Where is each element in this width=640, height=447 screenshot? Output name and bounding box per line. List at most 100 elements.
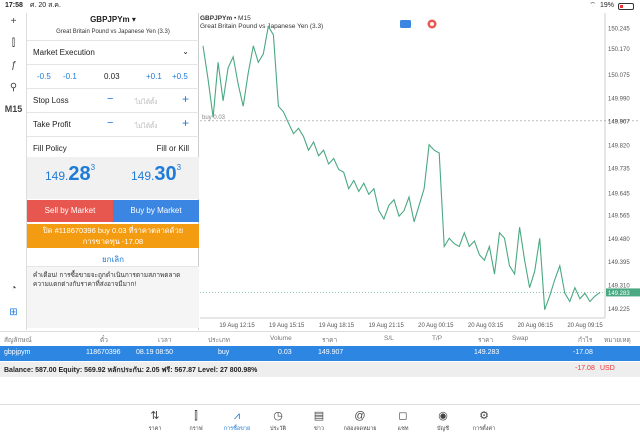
- position-price-label: 149.907: [608, 119, 630, 125]
- symbol-description: Great Britain Pound vs Japanese Yen (3.3…: [56, 29, 170, 35]
- take-profit-plus-button[interactable]: +: [182, 116, 190, 130]
- tab-trade[interactable]: ⩘ การซื้อขาย: [217, 409, 257, 433]
- execution-selector[interactable]: Market Execution ⌄: [27, 40, 199, 64]
- position-row[interactable]: gbpjpym 118670396 08.19 08:50 buy 0.03 1…: [0, 346, 640, 361]
- take-profit-minus-button[interactable]: −: [107, 117, 114, 129]
- col-swap: Swap: [512, 335, 529, 342]
- col-volume: Volume: [270, 335, 292, 342]
- y-tick-label: 149.820: [608, 143, 630, 149]
- current-price-badge: [606, 288, 640, 297]
- chart-toolbar: + ⫿ ƒ ⚲ M15 ◔ ⊞: [0, 13, 27, 330]
- quotes-icon: ⇅: [150, 410, 160, 422]
- x-tick-label: 20 Aug 06:15: [518, 323, 554, 329]
- stop-loss-row: Stop Loss − ไม่ได้ตั้ง +: [27, 88, 199, 112]
- cancel-button[interactable]: ยกเลิก: [101, 255, 124, 264]
- buy-by-market-button[interactable]: Buy by Market: [113, 200, 199, 222]
- x-tick-label: 19 Aug 15:15: [269, 323, 305, 329]
- stop-loss-plus-button[interactable]: +: [182, 92, 190, 106]
- tab-account[interactable]: ◉ บัญชี: [423, 409, 463, 433]
- function-icon[interactable]: ƒ: [10, 60, 17, 71]
- y-tick-label: 149.480: [608, 237, 630, 243]
- battery-percent: 19%: [599, 2, 614, 9]
- y-tick-label: 149.395: [608, 260, 630, 266]
- close-position-line2: การขาดทุน -17.08: [82, 237, 144, 246]
- row-current-price: 149.283: [474, 349, 500, 356]
- col-profit: กำไร: [578, 337, 593, 344]
- y-tick-label: 149.907: [608, 119, 630, 125]
- new-order-icon[interactable]: ⊞: [9, 307, 18, 318]
- col-type: ประเภท: [208, 337, 230, 344]
- volume-value[interactable]: 0.03: [104, 72, 120, 81]
- col-time: เวลา: [158, 337, 172, 344]
- fill-policy-value[interactable]: Fill or Kill: [156, 144, 189, 153]
- col-symbol: สัญลักษณ์: [4, 337, 32, 344]
- chart-description: Great Britain Pound vs Japanese Yen (3.3…: [200, 23, 324, 30]
- y-tick-label: 149.990: [608, 97, 630, 103]
- y-tick-label: 149.225: [608, 307, 630, 313]
- total-profit: -17.08: [575, 365, 595, 372]
- quote-box: 149.283 149.303: [27, 157, 199, 199]
- col-tp: T/P: [432, 335, 443, 342]
- stop-loss-label: Stop Loss: [33, 96, 69, 105]
- close-position-button[interactable]: ปิด #118670396 buy 0.03 ที่ราคาตลาดด้วย …: [27, 224, 199, 248]
- x-tick-label: 19 Aug 12:15: [219, 323, 255, 329]
- col-current-price: ราคา: [478, 337, 494, 344]
- clock: 17:58: [5, 2, 23, 9]
- col-sl: S/L: [384, 335, 394, 342]
- x-tick-label: 20 Aug 03:15: [468, 323, 504, 329]
- trade-icon: ⩘: [233, 410, 241, 422]
- row-profit: -17.08: [573, 349, 593, 356]
- objects-icon[interactable]: ⚲: [9, 82, 18, 93]
- tab-history[interactable]: ◷ ประวัติ: [258, 409, 298, 433]
- symbol-selector[interactable]: GBPJPYm ▾: [90, 15, 136, 24]
- y-tick-label: 149.565: [608, 213, 630, 219]
- y-tick-label: 150.075: [608, 73, 630, 79]
- y-tick-label: 149.645: [608, 191, 630, 197]
- timeframe-button[interactable]: M15: [4, 104, 23, 114]
- volume-plus-0-1-button[interactable]: +0.1: [146, 72, 162, 81]
- stop-loss-input[interactable]: ไม่ได้ตั้ง: [135, 99, 158, 106]
- volume-minus-0-1-button[interactable]: -0.1: [63, 72, 77, 81]
- chevron-down-icon: ⌄: [182, 47, 189, 56]
- crosshair-icon[interactable]: +: [10, 16, 17, 27]
- indicators-icon[interactable]: ⫿: [11, 38, 16, 49]
- take-profit-label: Take Profit: [33, 120, 71, 129]
- battery-icon: [618, 2, 634, 10]
- tab-quotes[interactable]: ⇅ ราคา: [135, 409, 175, 433]
- positions-header: สัญลักษณ์ ตั๋ว เวลา ประเภท Volume ราคา S…: [0, 331, 640, 345]
- chat-icon: ◻: [398, 410, 408, 422]
- fill-policy-row[interactable]: Fill Policy Fill or Kill: [27, 136, 199, 160]
- balance-bar: Balance: 587.00 Equity: 569.92 หลักประกั…: [0, 362, 640, 377]
- status-bar: 17:58 ศ. 20 ส.ค. ⌔ 19%: [0, 0, 640, 12]
- mail-icon: @: [354, 410, 366, 422]
- x-tick-label: 19 Aug 18:15: [319, 323, 355, 329]
- fill-policy-label: Fill Policy: [33, 144, 67, 153]
- gear-icon: ⚙: [479, 410, 489, 422]
- volume-row: -0.5 -0.1 0.03 +0.1 +0.5: [27, 64, 199, 88]
- flag-gb-icon: [400, 20, 411, 28]
- y-tick-label: 149.735: [608, 167, 630, 173]
- take-profit-input[interactable]: ไม่ได้ตั้ง: [135, 123, 158, 130]
- chart-title: GBPJPYm • M15: [200, 15, 251, 22]
- col-price: ราคา: [322, 337, 338, 344]
- volume-minus-0-5-button[interactable]: -0.5: [37, 72, 51, 81]
- sell-by-market-button[interactable]: Sell by Market: [27, 200, 113, 222]
- wifi-icon: ⌔: [589, 2, 596, 9]
- news-icon: ▤: [313, 410, 325, 422]
- flag-jp-inner: [430, 22, 434, 26]
- clock-icon[interactable]: ◔: [10, 283, 17, 294]
- price-chart[interactable]: 150.245 150.170 150.075 149.990 149.907 149.8…: [200, 13, 640, 330]
- stop-loss-minus-button[interactable]: −: [107, 93, 114, 105]
- tab-bar: ⇅ ราคา ⫿ กราฟ ⩘ การซื้อขาย ◷ ประวัติ ▤ ข…: [0, 404, 640, 447]
- tab-news[interactable]: ▤ ข่าว: [299, 409, 339, 433]
- row-open-price: 149.907: [318, 349, 344, 356]
- volume-plus-0-5-button[interactable]: +0.5: [172, 72, 188, 81]
- row-time: 08.19 08:50: [136, 349, 173, 356]
- currency: USD: [600, 365, 615, 372]
- tab-mailbox[interactable]: @ กล่องจดหมาย: [340, 409, 380, 433]
- tab-chat[interactable]: ◻ แชท: [383, 409, 423, 433]
- take-profit-row: Take Profit − ไม่ได้ตั้ง +: [27, 112, 199, 136]
- tab-settings[interactable]: ⚙ การตั้งค่า: [464, 409, 504, 433]
- close-position-line1: ปิด #118670396 buy 0.03 ที่ราคาตลาดด้วย: [42, 226, 184, 235]
- tab-chart[interactable]: ⫿ กราฟ: [176, 409, 216, 433]
